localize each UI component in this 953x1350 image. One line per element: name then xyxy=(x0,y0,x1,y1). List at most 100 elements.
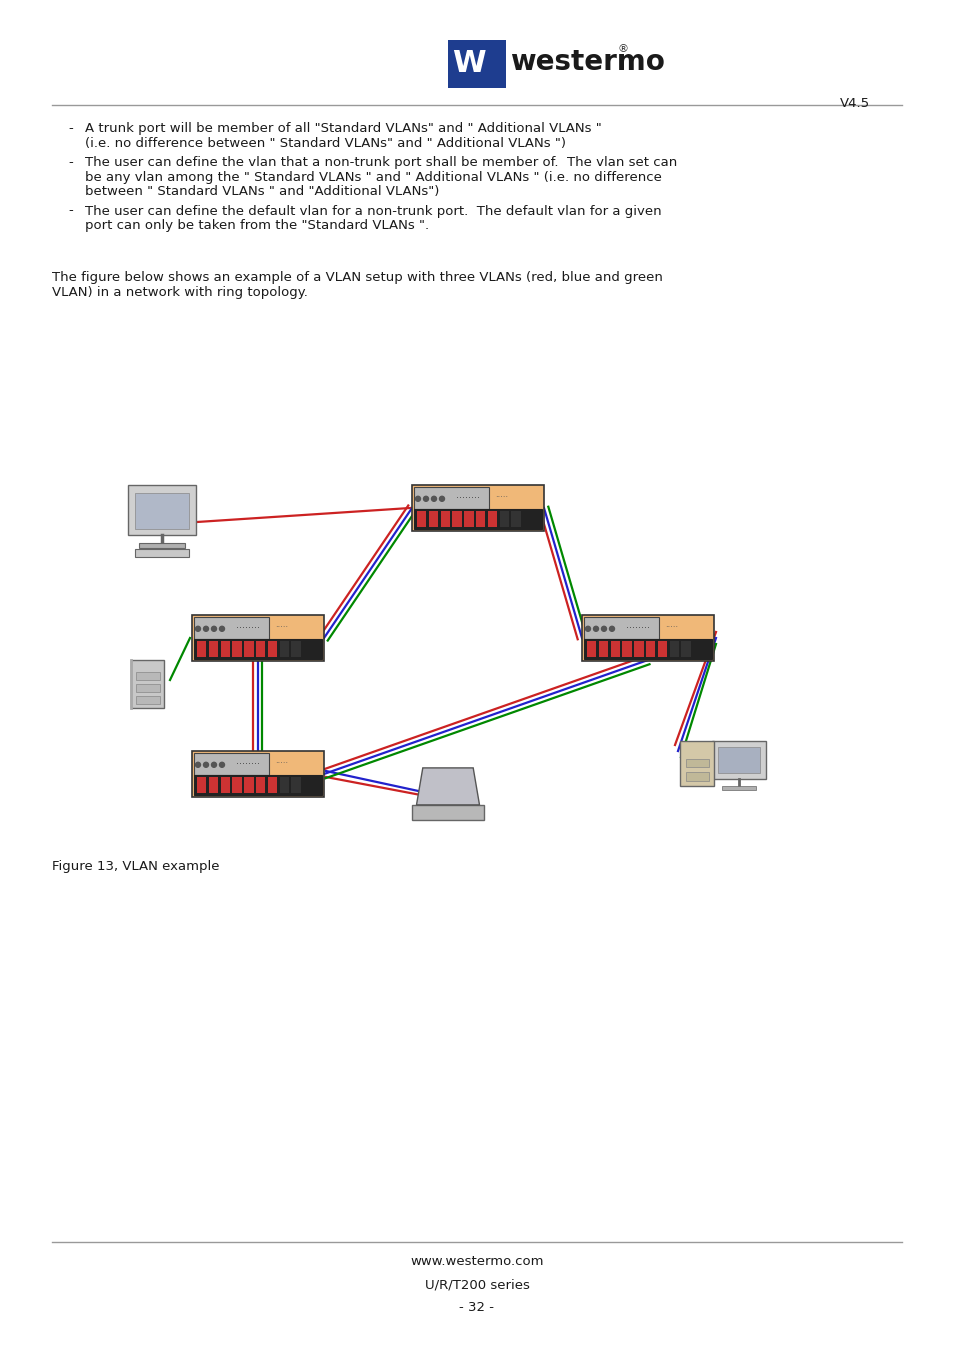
Circle shape xyxy=(203,626,209,632)
Bar xyxy=(583,639,711,659)
Polygon shape xyxy=(416,768,479,805)
Text: ·····: ····· xyxy=(664,624,678,632)
Text: ·····: ····· xyxy=(275,624,288,632)
Bar xyxy=(658,641,666,657)
Bar xyxy=(414,487,489,509)
Bar xyxy=(610,641,619,657)
Text: ········: ········ xyxy=(625,622,649,633)
Text: -: - xyxy=(68,122,72,135)
Bar xyxy=(193,639,322,659)
Text: Figure 13, VLAN example: Figure 13, VLAN example xyxy=(52,860,219,873)
Bar xyxy=(718,747,760,774)
Bar xyxy=(581,616,713,662)
Bar xyxy=(414,509,541,529)
Bar xyxy=(291,776,300,792)
Bar xyxy=(233,776,242,792)
Circle shape xyxy=(203,763,209,767)
Circle shape xyxy=(195,626,200,632)
Circle shape xyxy=(212,763,216,767)
Bar xyxy=(416,510,426,526)
Bar xyxy=(255,776,265,792)
Text: ········: ········ xyxy=(235,759,260,769)
Bar xyxy=(193,617,269,639)
Text: The figure below shows an example of a VLAN setup with three VLANs (red, blue an: The figure below shows an example of a V… xyxy=(52,271,662,285)
Text: The user can define the default vlan for a non-trunk port.  The default vlan for: The user can define the default vlan for… xyxy=(85,204,661,217)
Circle shape xyxy=(593,626,598,632)
Bar xyxy=(136,697,160,703)
Bar xyxy=(685,772,708,780)
Bar xyxy=(721,787,756,790)
Bar xyxy=(139,543,185,548)
Circle shape xyxy=(423,497,428,501)
Bar xyxy=(192,751,324,796)
Text: between " Standard VLANs " and "Additional VLANs"): between " Standard VLANs " and "Addition… xyxy=(85,185,439,198)
Bar xyxy=(440,510,450,526)
Bar xyxy=(476,510,485,526)
Bar xyxy=(233,641,242,657)
Bar xyxy=(679,741,714,787)
Bar xyxy=(209,776,218,792)
Bar xyxy=(464,510,473,526)
Bar xyxy=(136,672,160,679)
Circle shape xyxy=(439,497,444,501)
Bar xyxy=(291,641,300,657)
Bar xyxy=(583,617,659,639)
Text: W: W xyxy=(452,50,485,78)
Text: V4.5: V4.5 xyxy=(840,97,869,109)
Bar xyxy=(193,775,322,795)
Bar xyxy=(645,641,655,657)
Text: www.westermo.com: www.westermo.com xyxy=(410,1256,543,1268)
Bar xyxy=(452,510,461,526)
Circle shape xyxy=(416,497,420,501)
Bar xyxy=(220,641,230,657)
Bar xyxy=(680,641,690,657)
Text: VLAN) in a network with ring topology.: VLAN) in a network with ring topology. xyxy=(52,286,308,298)
Bar xyxy=(669,641,679,657)
Text: ®: ® xyxy=(618,45,628,54)
Bar xyxy=(196,641,206,657)
Text: (i.e. no difference between " Standard VLANs" and " Additional VLANs "): (i.e. no difference between " Standard V… xyxy=(85,136,565,150)
Text: The user can define the vlan that a non-trunk port shall be member of.  The vlan: The user can define the vlan that a non-… xyxy=(85,157,677,169)
Circle shape xyxy=(212,626,216,632)
Bar xyxy=(634,641,643,657)
Text: - 32 -: - 32 - xyxy=(459,1301,494,1314)
Bar xyxy=(132,660,164,707)
Bar xyxy=(209,641,218,657)
Text: -: - xyxy=(68,204,72,217)
Bar xyxy=(499,510,509,526)
Circle shape xyxy=(601,626,606,632)
Circle shape xyxy=(431,497,436,501)
Bar xyxy=(621,641,631,657)
Text: port can only be taken from the "Standard VLANs ".: port can only be taken from the "Standar… xyxy=(85,219,429,232)
Bar xyxy=(268,641,277,657)
Circle shape xyxy=(609,626,614,632)
Bar xyxy=(196,776,206,792)
Bar xyxy=(279,641,289,657)
Bar xyxy=(128,485,196,535)
Text: ·····: ····· xyxy=(495,493,508,502)
Circle shape xyxy=(195,763,200,767)
Bar xyxy=(428,510,437,526)
Bar xyxy=(135,549,189,556)
Bar xyxy=(712,741,765,779)
Text: A trunk port will be member of all "Standard VLANs" and " Additional VLANs ": A trunk port will be member of all "Stan… xyxy=(85,122,601,135)
Bar xyxy=(135,493,189,529)
Bar xyxy=(244,641,253,657)
Bar xyxy=(193,753,269,775)
Bar xyxy=(511,510,520,526)
Circle shape xyxy=(219,626,224,632)
Text: ········: ········ xyxy=(235,622,260,633)
Bar xyxy=(192,616,324,662)
Text: -: - xyxy=(68,157,72,169)
Text: U/R/T200 series: U/R/T200 series xyxy=(424,1278,529,1291)
Bar xyxy=(136,684,160,691)
Bar xyxy=(412,805,483,819)
Bar xyxy=(268,776,277,792)
Text: ········: ········ xyxy=(456,493,479,504)
Bar xyxy=(685,759,708,767)
Text: westermo: westermo xyxy=(510,49,664,76)
Bar xyxy=(598,641,608,657)
Text: ·····: ····· xyxy=(275,760,288,768)
Bar xyxy=(448,40,505,88)
Bar xyxy=(255,641,265,657)
